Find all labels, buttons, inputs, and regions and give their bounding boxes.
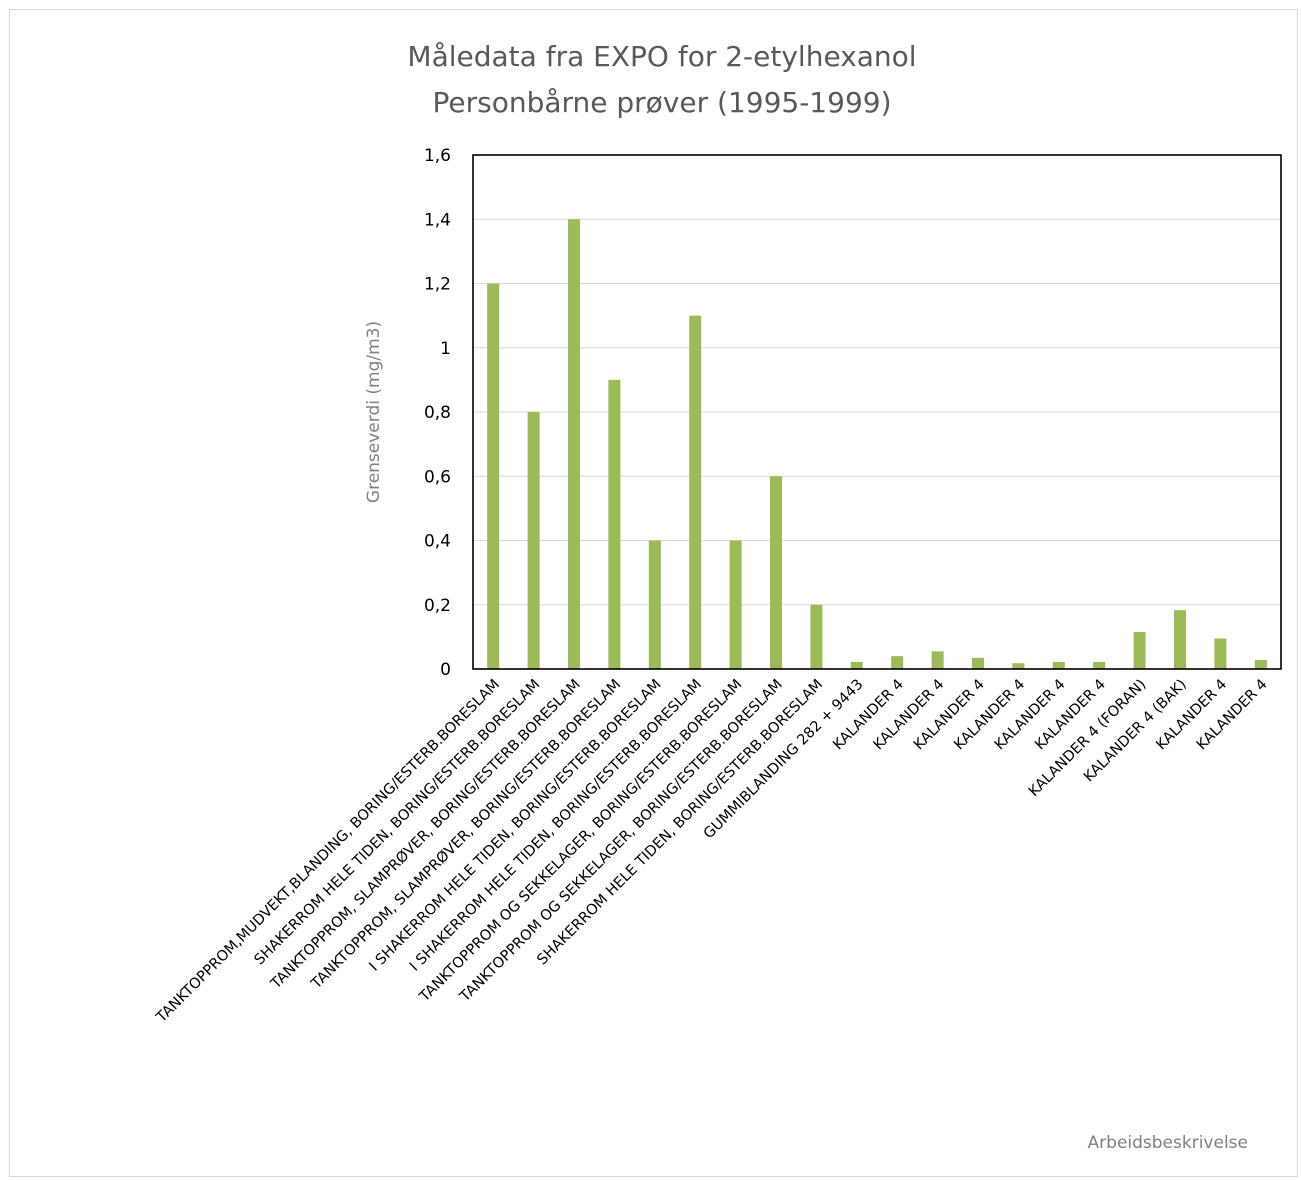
y-tick-label: 1,4: [424, 210, 451, 230]
bar: [850, 661, 863, 669]
x-category-label: KALANDER 4: [992, 677, 1069, 754]
bar: [972, 657, 984, 669]
x-category-label: KALANDER 4: [911, 677, 988, 754]
x-axis-title: Arbeidsbeskrivelse: [1088, 1133, 1248, 1153]
bar: [810, 604, 823, 669]
bar: [608, 379, 621, 669]
bar: [931, 651, 944, 669]
bar: [1052, 661, 1065, 669]
bar: [1174, 610, 1186, 669]
x-category-label: KALANDER 4: [951, 677, 1028, 754]
y-tick-label: 0,8: [424, 403, 451, 423]
bar: [1133, 632, 1146, 669]
y-axis-title: Grenseverdi (mg/m3): [364, 321, 384, 503]
bar: [729, 540, 742, 669]
bar: [1254, 660, 1267, 669]
bar: [689, 315, 702, 669]
y-tick-label: 0: [440, 660, 451, 680]
x-category-label: I SHAKERROM HELE TIDEN, BORING/ESTERB.BO…: [367, 677, 665, 975]
bar: [1214, 638, 1227, 669]
x-category-label: KALANDER 4: [1032, 677, 1109, 754]
y-tick-label: 0,4: [424, 532, 451, 552]
bar: [1012, 663, 1025, 669]
bar: [487, 283, 500, 669]
bar: [891, 656, 904, 669]
plot-area-border: [472, 154, 1282, 670]
x-category-label: KALANDER 4: [830, 677, 907, 754]
bars: [487, 219, 1267, 669]
chart-title-line-1: Måledata fra EXPO for 2-etylhexanol: [407, 40, 916, 73]
bar: [527, 412, 540, 669]
y-tick-labels: 0 0,2 0,4 0,6 0,8 1 1,2 1,4 1,6: [424, 146, 451, 680]
y-tick-label: 0,6: [424, 467, 451, 487]
chart-title-line-2: Personbårne prøver (1995-1999): [432, 86, 891, 119]
bar: [770, 476, 782, 669]
x-category-labels: TANKTOPPROM,MUDVEKT,BLANDING, BORING/EST…: [153, 677, 1271, 1027]
bar: [648, 540, 661, 669]
x-category-label: KALANDER 4: [871, 677, 948, 754]
gridlines: [473, 218, 1281, 606]
bar: [568, 219, 580, 669]
y-tick-label: 0,2: [424, 596, 451, 616]
x-category-label: KALANDER 4: [1194, 677, 1271, 754]
y-tick-label: 1: [440, 339, 451, 359]
x-category-label: KALANDER 4: [1153, 677, 1230, 754]
y-tick-label: 1,2: [424, 275, 451, 295]
bar: [1093, 661, 1106, 669]
y-tick-label: 1,6: [424, 146, 451, 166]
